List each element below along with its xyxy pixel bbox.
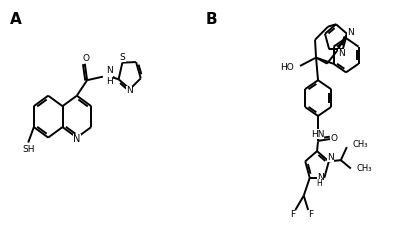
Text: HO: HO <box>280 63 294 72</box>
Text: O: O <box>82 54 89 63</box>
Text: H: H <box>316 178 322 188</box>
Text: HN: HN <box>311 130 324 139</box>
Text: SH: SH <box>22 145 34 154</box>
Text: N: N <box>126 86 132 95</box>
Text: N: N <box>73 134 80 144</box>
Text: A: A <box>10 12 21 27</box>
Text: F: F <box>290 210 296 219</box>
Text: N: N <box>338 49 345 58</box>
Text: CH₃: CH₃ <box>352 140 368 149</box>
Text: B: B <box>206 12 218 27</box>
Text: N
H: N H <box>106 66 113 86</box>
Text: F: F <box>308 210 313 219</box>
Text: S: S <box>120 53 126 62</box>
Text: N: N <box>328 153 334 162</box>
Text: O: O <box>331 134 338 143</box>
Text: CH₃: CH₃ <box>356 164 372 173</box>
Text: N: N <box>317 173 324 182</box>
Text: N: N <box>347 28 354 37</box>
